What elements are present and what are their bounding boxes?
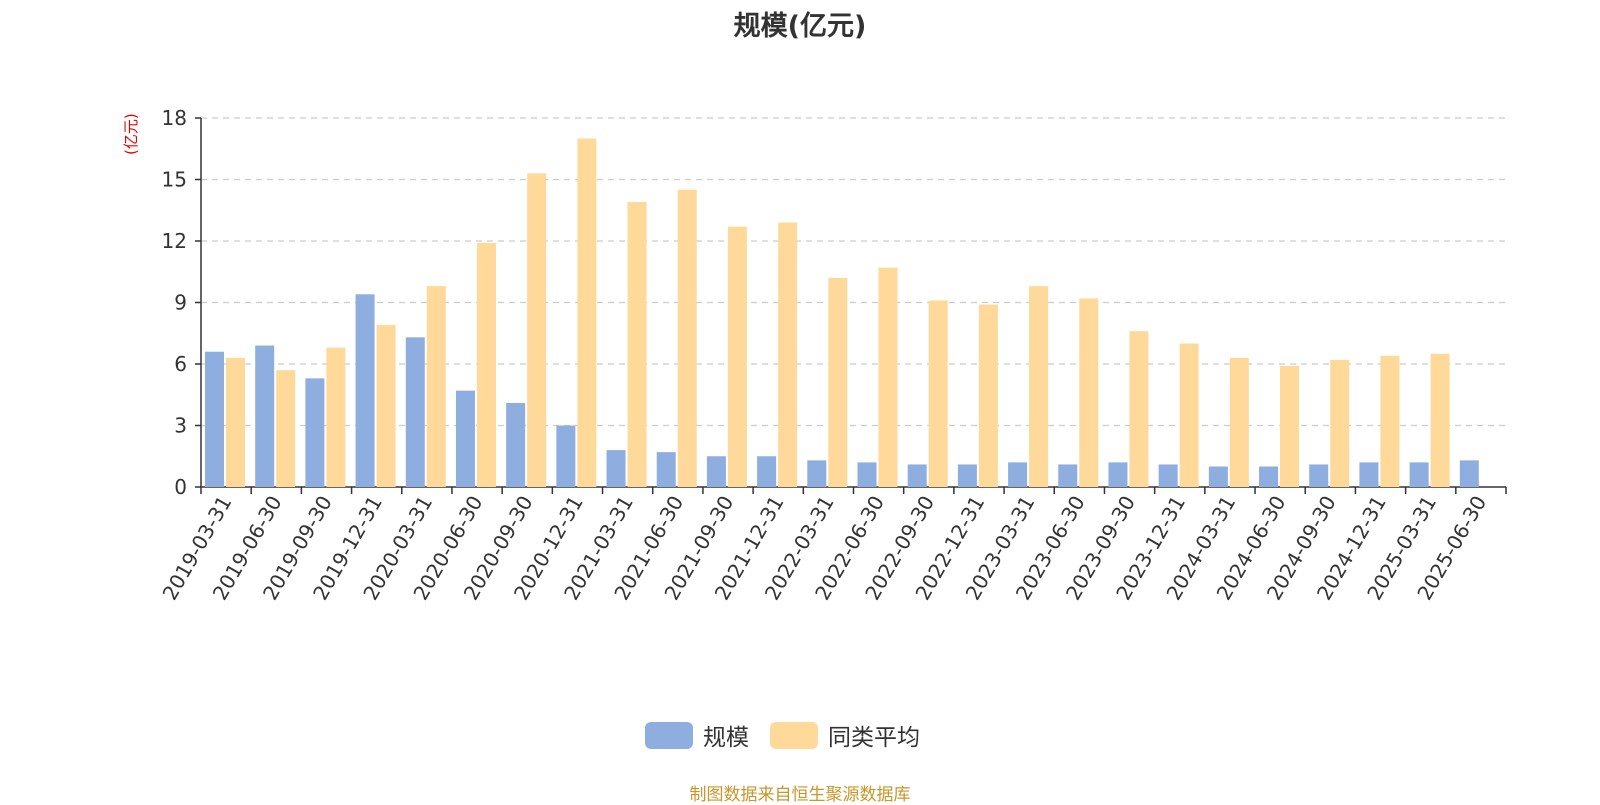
bar-peer-average xyxy=(828,277,848,487)
bar-scale xyxy=(1409,462,1429,487)
bar-peer-average xyxy=(476,243,496,487)
bar-scale xyxy=(606,450,626,487)
bar-peer-average xyxy=(627,202,647,488)
bar-peer-average xyxy=(527,173,547,487)
legend-item-peer-average[interactable]: 同类平均 xyxy=(770,718,920,752)
bar-scale xyxy=(706,456,726,487)
legend-swatch-scale xyxy=(645,721,693,749)
bar-peer-average xyxy=(276,370,296,487)
bar-peer-average xyxy=(1330,359,1350,487)
bar-peer-average xyxy=(677,189,697,487)
y-tick-label: 9 xyxy=(174,291,187,315)
bar-scale xyxy=(1309,464,1329,487)
y-tick-label: 15 xyxy=(162,168,187,192)
bar-peer-average xyxy=(577,138,597,487)
bar-scale xyxy=(907,464,927,487)
y-tick-label: 0 xyxy=(174,475,187,499)
bar-peer-average xyxy=(326,347,346,487)
bar-scale xyxy=(355,294,375,487)
bar-scale xyxy=(807,460,827,487)
y-tick-label: 18 xyxy=(162,106,187,130)
bar-scale xyxy=(556,425,576,487)
bar-scale xyxy=(1008,462,1028,487)
legend-swatch-peer-average xyxy=(770,721,818,749)
bar-peer-average xyxy=(1229,357,1249,487)
bar-scale xyxy=(957,464,977,487)
bar-peer-average xyxy=(978,304,998,487)
bar-scale xyxy=(1359,462,1379,487)
bar-scale xyxy=(757,456,777,487)
bar-peer-average xyxy=(1079,298,1099,487)
bar-scale xyxy=(405,337,425,487)
bar-scale xyxy=(1058,464,1078,487)
bar-scale xyxy=(1259,466,1279,487)
bar-scale xyxy=(506,402,526,487)
bar-peer-average xyxy=(1280,366,1300,487)
bar-scale xyxy=(1208,466,1228,487)
data-source-note: 制图数据来自恒生聚源数据库 xyxy=(689,785,911,805)
bar-peer-average xyxy=(1029,286,1049,487)
bar-peer-average xyxy=(778,222,798,488)
y-tick-label: 3 xyxy=(174,414,187,438)
bar-scale xyxy=(255,345,275,487)
chart-title: 规模(亿元) xyxy=(733,11,867,42)
bar-peer-average xyxy=(1430,353,1450,487)
bar-peer-average xyxy=(1129,331,1149,487)
bar-scale xyxy=(1158,464,1178,487)
bar-peer-average xyxy=(928,300,948,487)
bar-scale xyxy=(305,378,325,487)
bar-peer-average xyxy=(226,357,245,487)
legend-label-scale: 规模 xyxy=(703,725,749,751)
bar-peer-average xyxy=(878,267,898,487)
y-tick-label: 12 xyxy=(162,229,187,253)
bar-scale xyxy=(205,351,224,487)
bar-peer-average xyxy=(426,286,446,487)
legend-item-scale[interactable]: 规模 xyxy=(645,718,749,752)
bar-scale xyxy=(857,462,877,487)
bar-scale xyxy=(455,390,475,487)
legend-label-peer-average: 同类平均 xyxy=(828,725,920,751)
bar-peer-average xyxy=(1179,343,1199,487)
bar-peer-average xyxy=(376,325,396,487)
bar-scale xyxy=(656,452,676,487)
bar-peer-average xyxy=(1380,355,1400,487)
bar-scale xyxy=(1108,462,1128,487)
bar-scale xyxy=(1459,460,1479,487)
bar-peer-average xyxy=(727,226,747,487)
y-tick-label: 6 xyxy=(174,352,187,376)
